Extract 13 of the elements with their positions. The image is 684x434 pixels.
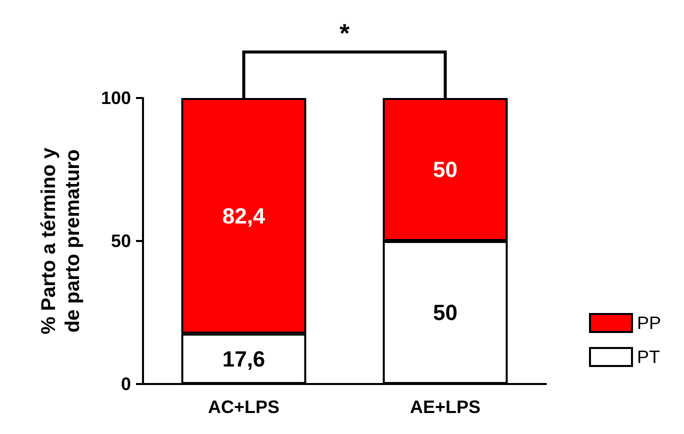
x-tick-label: AE+LPS	[410, 397, 481, 417]
data-label: 17,6	[222, 346, 266, 372]
text: *	[339, 18, 350, 48]
y-tick-label: 0	[120, 374, 131, 394]
legend-label: PT	[636, 347, 660, 367]
data-label: 50	[433, 157, 458, 182]
y-axis-title: % Parto a término y de parto prematuro	[38, 146, 84, 334]
x-tick-label: AC+LPS	[208, 397, 280, 417]
y-tick-label: 100	[100, 88, 131, 108]
data-label: 50	[433, 300, 458, 325]
legend-label: PP	[636, 313, 662, 333]
data-label: 82,4	[222, 203, 266, 228]
y-tick-label: 50	[110, 231, 131, 251]
